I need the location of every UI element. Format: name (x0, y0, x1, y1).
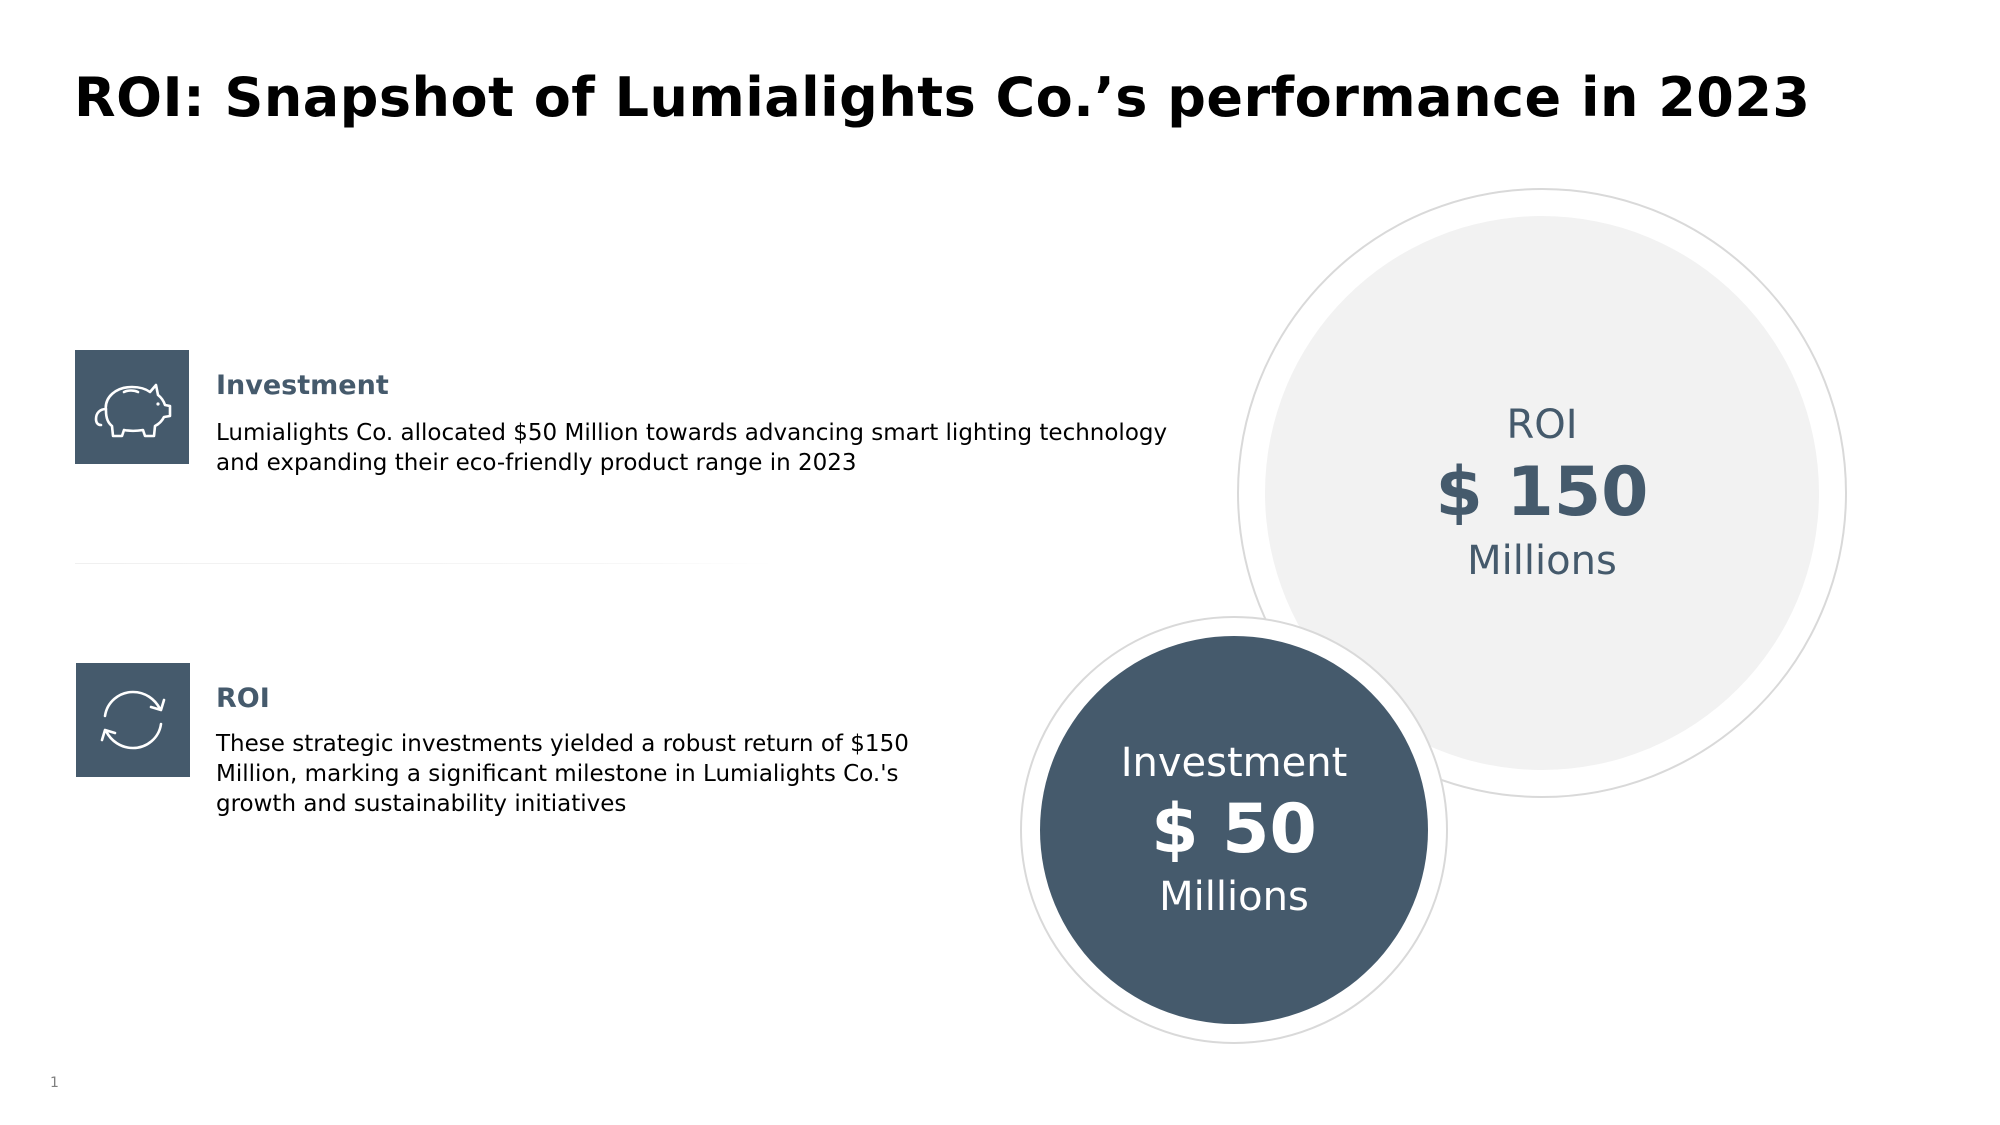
investment-heading: Investment (216, 370, 389, 401)
piggy-bank-icon (94, 383, 172, 438)
investment-description: Lumialights Co. allocated $50 Million to… (216, 420, 1168, 476)
section-divider (75, 563, 775, 564)
page-number: 1 (50, 1075, 59, 1091)
roi-description: These strategic investments yielded a ro… (216, 731, 909, 817)
investment-circle-content: Investment $ 50 Millions (1040, 636, 1428, 1024)
roi-heading: ROI (216, 683, 270, 714)
investment-circle-label: Investment (1120, 740, 1348, 786)
refresh-cycle-icon (100, 690, 166, 750)
roi-icon-tile (76, 663, 190, 777)
investment-icon-tile (75, 350, 189, 464)
roi-circle-content: ROI $ 150 Millions (1265, 216, 1819, 770)
roi-circle-label: ROI (1506, 402, 1578, 448)
investment-circle-value: $ 50 (1151, 790, 1317, 869)
slide-title: ROI: Snapshot of Lumialights Co.’s perfo… (74, 66, 1811, 129)
roi-circle-value: $ 150 (1435, 453, 1649, 532)
investment-circle-unit: Millions (1159, 874, 1309, 920)
investment-circle (1040, 636, 1428, 1024)
roi-circle-unit: Millions (1467, 538, 1617, 584)
